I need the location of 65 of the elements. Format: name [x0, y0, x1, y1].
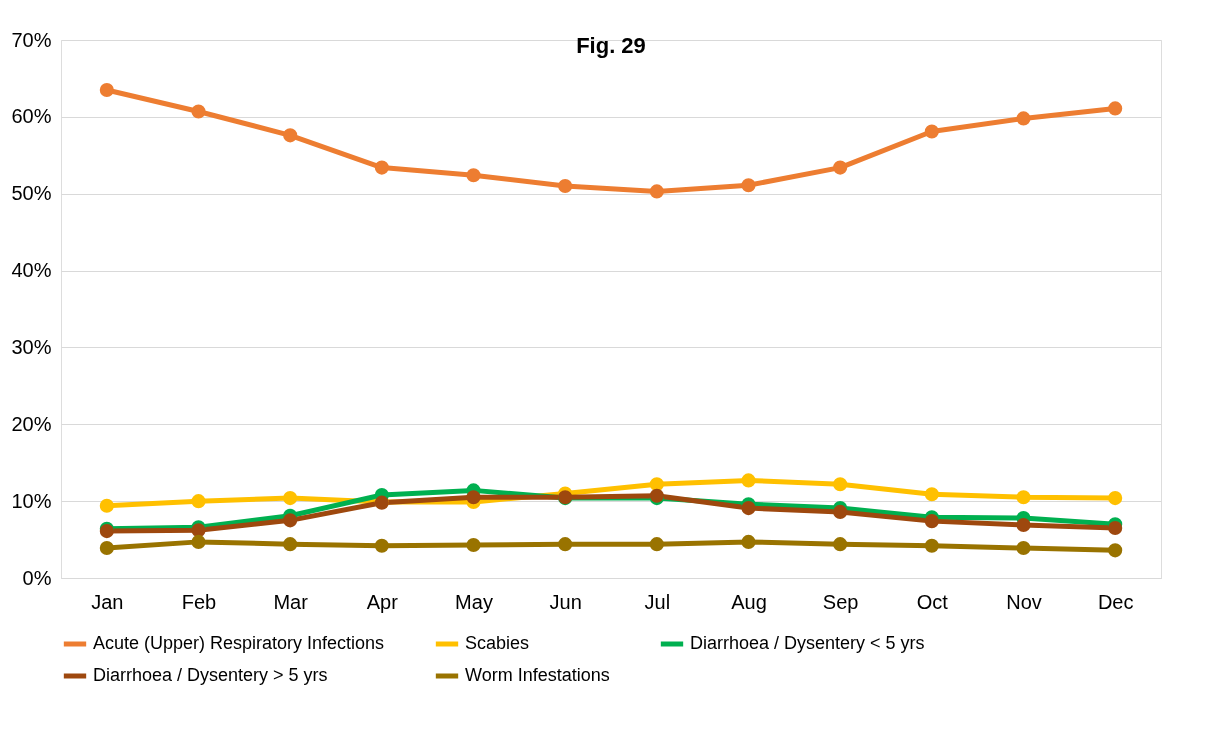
x-tick-label: Oct: [916, 590, 949, 613]
point: [283, 537, 298, 552]
point: [924, 538, 939, 553]
point: [1108, 491, 1123, 506]
y-tick-label: 0%: [22, 566, 52, 589]
legend-label: Worm Infestations: [465, 665, 610, 685]
y-tick-label: 30%: [11, 335, 52, 358]
point: [99, 498, 114, 513]
point: [191, 104, 206, 119]
y-tick-label: 50%: [11, 182, 52, 205]
point: [649, 537, 664, 552]
x-tick-label: Sep: [822, 590, 859, 613]
point: [649, 477, 664, 492]
point: [741, 534, 756, 549]
point: [924, 124, 939, 139]
y-tick-label: 10%: [11, 489, 52, 512]
point: [649, 184, 664, 199]
x-tick-label: Aug: [731, 590, 767, 613]
point: [558, 178, 573, 194]
y-tick-label: 70%: [11, 28, 52, 51]
point: [466, 537, 481, 553]
point: [924, 514, 939, 529]
point: [1108, 520, 1123, 536]
point: [1016, 540, 1031, 556]
legend-label: Diarrhoea / Dysentery > 5 yrs: [93, 665, 328, 685]
point: [924, 487, 939, 502]
point: [833, 477, 848, 492]
point: [1108, 543, 1123, 558]
point: [466, 490, 481, 505]
legend-label: Diarrhoea / Dysentery < 5 yrs: [690, 633, 925, 653]
point: [833, 537, 848, 552]
chart-title: Fig. 29: [576, 33, 646, 58]
y-tick-label: 40%: [11, 259, 52, 282]
point: [283, 491, 298, 506]
point: [99, 82, 114, 98]
point: [374, 538, 389, 553]
x-tick-label: Feb: [181, 590, 217, 613]
x-tick-label: Mar: [273, 590, 309, 613]
point: [741, 473, 756, 488]
point: [466, 168, 481, 183]
x-tick-label: Jul: [644, 590, 671, 613]
x-tick-label: Jun: [549, 590, 582, 613]
x-tick-label: Nov: [1006, 590, 1042, 613]
x-tick-label: Dec: [1097, 590, 1134, 613]
legend-label: Acute (Upper) Respiratory Infections: [93, 633, 385, 653]
point: [1016, 517, 1031, 533]
y-tick-label: 60%: [11, 105, 52, 128]
point: [1016, 490, 1031, 505]
point: [374, 160, 389, 175]
legend-label: Scabies: [465, 633, 530, 653]
y-tick-label: 20%: [11, 412, 52, 435]
x-tick-label: May: [455, 590, 493, 613]
point: [191, 494, 206, 509]
point: [191, 534, 206, 549]
point: [833, 160, 848, 175]
x-tick-label: Jan: [91, 590, 124, 613]
point: [1108, 101, 1123, 116]
point: [558, 537, 573, 552]
point: [741, 178, 756, 193]
point: [99, 540, 114, 556]
point: [283, 513, 298, 528]
point: [1016, 111, 1031, 126]
point: [283, 128, 298, 143]
point: [741, 501, 756, 516]
x-tick-label: Apr: [366, 590, 399, 613]
